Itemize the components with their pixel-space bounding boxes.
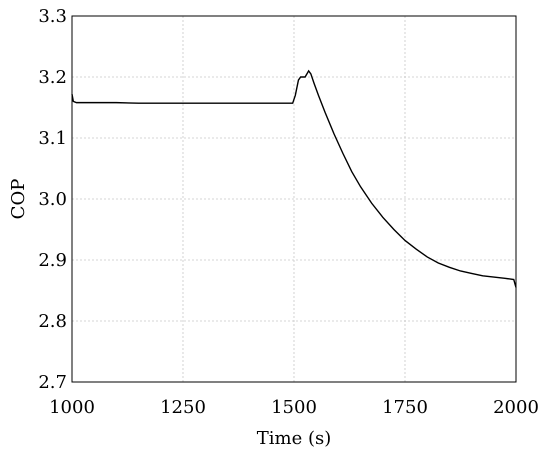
x-tick-label: 1750 <box>382 397 428 418</box>
plot-frame <box>71 15 517 383</box>
x-tick-labels: 1000 1250 1500 1750 2000 <box>49 397 539 418</box>
y-tick-label: 3.3 <box>38 6 67 27</box>
x-tick-label: 1250 <box>160 397 206 418</box>
y-axis-title: COP <box>8 179 29 220</box>
x-tick-label: 2000 <box>493 397 539 418</box>
y-tick-label: 3.1 <box>38 128 67 149</box>
x-tick-label: 1500 <box>271 397 317 418</box>
x-tick-label: 1000 <box>49 397 95 418</box>
cop-series-line <box>71 69 517 288</box>
y-tick-label: 2.9 <box>38 250 67 271</box>
y-tick-label: 2.8 <box>38 311 67 332</box>
y-tick-label: 3.0 <box>38 189 67 210</box>
y-tick-label: 2.7 <box>38 372 67 393</box>
grid-lines <box>72 16 516 382</box>
series-layer <box>71 69 517 288</box>
x-axis-title: Time (s) <box>257 428 332 449</box>
y-tick-label: 3.2 <box>38 67 67 88</box>
y-tick-labels: 2.7 2.8 2.9 3.0 3.1 3.2 3.3 <box>38 6 67 393</box>
